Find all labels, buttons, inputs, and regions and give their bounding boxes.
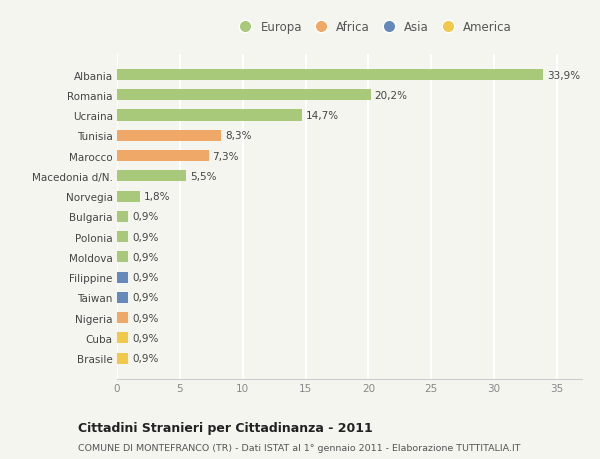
Text: 7,3%: 7,3%	[212, 151, 239, 161]
Text: 0,9%: 0,9%	[132, 273, 158, 283]
Text: 14,7%: 14,7%	[305, 111, 338, 121]
Bar	[117, 70, 543, 81]
Bar	[117, 211, 128, 223]
Text: 0,9%: 0,9%	[132, 252, 158, 262]
Bar	[117, 272, 128, 283]
Text: 5,5%: 5,5%	[190, 172, 217, 181]
Bar	[117, 151, 209, 162]
Text: 0,9%: 0,9%	[132, 232, 158, 242]
Text: 0,9%: 0,9%	[132, 212, 158, 222]
Bar	[117, 292, 128, 303]
Bar	[117, 252, 128, 263]
Bar	[117, 313, 128, 324]
Bar	[117, 353, 128, 364]
Text: Cittadini Stranieri per Cittadinanza - 2011: Cittadini Stranieri per Cittadinanza - 2…	[78, 421, 373, 434]
Bar	[117, 90, 371, 101]
Bar	[117, 191, 140, 202]
Text: 20,2%: 20,2%	[374, 90, 407, 101]
Text: COMUNE DI MONTEFRANCO (TR) - Dati ISTAT al 1° gennaio 2011 - Elaborazione TUTTIT: COMUNE DI MONTEFRANCO (TR) - Dati ISTAT …	[78, 443, 521, 452]
Text: 1,8%: 1,8%	[143, 192, 170, 202]
Text: 0,9%: 0,9%	[132, 313, 158, 323]
Bar	[117, 130, 221, 141]
Bar	[117, 333, 128, 344]
Bar	[117, 231, 128, 243]
Bar	[117, 110, 302, 121]
Bar	[117, 171, 186, 182]
Legend: Europa, Africa, Asia, America: Europa, Africa, Asia, America	[231, 19, 514, 37]
Text: 0,9%: 0,9%	[132, 293, 158, 303]
Text: 0,9%: 0,9%	[132, 353, 158, 364]
Text: 33,9%: 33,9%	[547, 70, 580, 80]
Text: 8,3%: 8,3%	[225, 131, 251, 141]
Text: 0,9%: 0,9%	[132, 333, 158, 343]
